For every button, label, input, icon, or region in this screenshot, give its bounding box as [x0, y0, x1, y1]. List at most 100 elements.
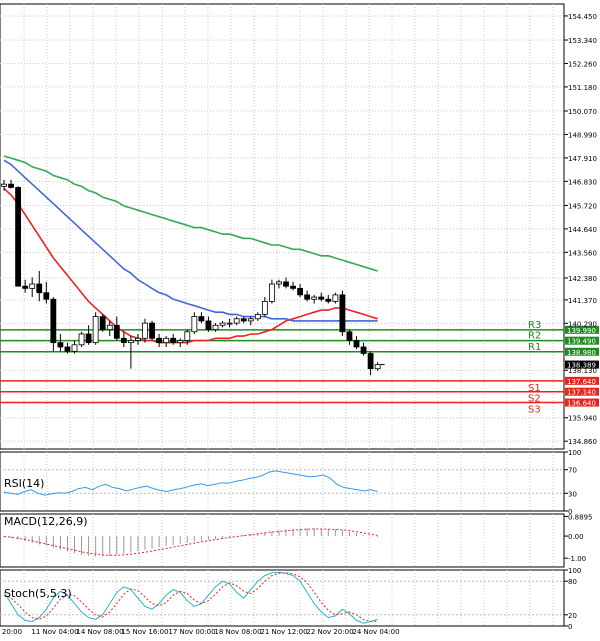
candle-down [353, 340, 360, 348]
y-tick-label: 145.720 [568, 202, 597, 210]
candle-up [29, 283, 36, 289]
y-tick-label: 143.560 [568, 249, 597, 257]
level-name-s1: S1 [528, 383, 541, 394]
candle-down [290, 285, 296, 289]
candle-down [156, 337, 163, 344]
y-tick-label: 135.940 [568, 415, 597, 423]
macd-signal-line [3, 528, 378, 556]
candle-up [226, 322, 233, 325]
candle-up [261, 300, 268, 315]
candle-down [99, 316, 106, 331]
last-price-badge [565, 360, 599, 369]
panel-frames [0, 3, 565, 627]
candle-up [106, 324, 113, 331]
candle-down [64, 346, 71, 352]
moving-average-3 [3, 155, 378, 272]
stoch-tick-label: 100 [568, 567, 581, 575]
y-tick-label: 144.640 [568, 226, 597, 234]
y-tick-label: 151.180 [568, 84, 597, 92]
candle-down [367, 353, 374, 370]
candle-up [177, 340, 184, 344]
stoch-label: Stoch(5,5,3) [4, 587, 72, 600]
y-tick-label: 138.130 [568, 367, 597, 375]
level-badge-s2 [565, 387, 599, 396]
x-tick-label: 24 Nov 04:00 [352, 628, 399, 636]
candle-up [233, 318, 240, 324]
level-value-r1: 138.980 [567, 349, 596, 357]
level-badge-s1 [565, 376, 599, 385]
candle-up [127, 340, 134, 344]
candle-down [205, 320, 212, 331]
x-tick-label: 17 Nov 00:00 [168, 628, 215, 636]
stoch-tick-label: 20 [568, 612, 577, 620]
candle-up [332, 294, 339, 302]
panel-main [0, 3, 565, 450]
macd-label: MACD(12,26,9) [4, 515, 88, 528]
y-tick-label: 142.380 [568, 275, 597, 283]
level-badge-s3 [565, 398, 599, 407]
rsi-tick-label: 30 [568, 490, 577, 498]
candle-up [135, 337, 141, 341]
candle-up [92, 316, 99, 344]
y-tick-label: 153.340 [568, 37, 597, 45]
candle-down [22, 285, 29, 289]
panel-macd [0, 513, 565, 568]
x-tick-label: 21 Nov 12:00 [260, 628, 307, 636]
moving-average-2 [3, 159, 378, 322]
stoch-signal-line [3, 572, 378, 623]
candle-up [276, 281, 282, 285]
candles [1, 179, 381, 376]
y-tick-label: 134.860 [568, 438, 597, 446]
candle-up [212, 324, 219, 331]
candle-down [120, 337, 127, 344]
level-value-s1: 137.640 [567, 378, 596, 386]
candle-up [374, 364, 381, 370]
candle-down [297, 287, 304, 296]
level-name-r1: R1 [528, 342, 541, 353]
level-name-r3: R3 [528, 320, 541, 331]
pivot-levels: R3 139.990 R2 139.490 R1 138.980 S1 137.640 S2 13… [0, 320, 599, 416]
level-badge-r1 [565, 347, 599, 356]
y-tick-label: 140.290 [568, 320, 597, 328]
candle-down [325, 298, 332, 302]
rsi-tick-label: 0 [568, 508, 572, 516]
indicator-panels [0, 469, 564, 624]
candle-down [8, 183, 14, 188]
candle-up [247, 318, 254, 322]
candle-down [318, 296, 325, 300]
last-price-value: 138.389 [567, 362, 596, 370]
y-tick-label: 150.070 [568, 108, 597, 116]
level-value-r3: 139.990 [567, 327, 596, 335]
candle-down [149, 322, 155, 339]
candle-up [254, 314, 261, 320]
x-tick-label: 18 Nov 08:00 [214, 628, 261, 636]
macd-tick-label: 0.8895 [568, 513, 593, 521]
candle-up [71, 344, 78, 352]
candle-down [304, 294, 311, 300]
candle-down [240, 318, 247, 322]
x-tick-label: 15 Nov 16:00 [121, 628, 168, 636]
candle-down [346, 331, 353, 341]
level-badge-r2 [565, 336, 599, 345]
macd-tick-label: -1.00 [568, 555, 586, 563]
level-value-s2: 137.140 [567, 389, 596, 397]
level-value-r2: 139.490 [567, 338, 596, 346]
rsi-line [3, 470, 378, 496]
x-tick-label: 22 Nov 20:00 [306, 628, 353, 636]
candle-up [219, 322, 226, 326]
y-tick-label: 147.910 [568, 155, 597, 163]
candle-up [142, 322, 148, 339]
candle-down [36, 283, 43, 294]
level-name-s2: S2 [528, 394, 541, 405]
candle-up [311, 296, 318, 300]
level-name-s3: S3 [528, 405, 541, 416]
panel-sto [0, 569, 565, 627]
macd-tick-label: 0.00 [568, 533, 584, 541]
candle-up [1, 183, 7, 187]
candle-up [191, 316, 198, 333]
y-tick-label: 148.990 [568, 131, 597, 139]
candle-up [268, 283, 275, 302]
candle-down [339, 294, 346, 333]
moving-averages [3, 155, 378, 344]
